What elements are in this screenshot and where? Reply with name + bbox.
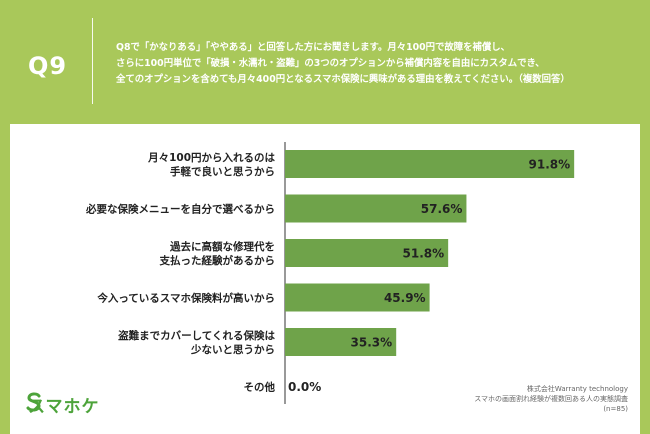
value-label: 0.0% [288,380,321,394]
category-label: 過去に高額な修理代を [169,240,275,253]
category-label: 手軽で良いと思うから [170,165,275,178]
category-label: 月々100円から入れるのは [147,152,275,164]
source-line: スマホの画面割れ経験が複数回ある人の実態調査 [474,395,628,403]
bar [285,283,430,312]
category-label: 今入っているスマホ保険料が高いから [96,292,275,305]
question-text: Q8で「かなりある」「ややある」と回答した方にお聞きします。月々100円で故障を… [116,40,636,88]
value-label: 91.8% [529,158,571,172]
category-label: その他 [244,381,276,394]
category-label: 必要な保険メニューを自分で選べるから [85,203,275,216]
source-line: (n=85) [603,405,628,413]
source-line: 株式会社Warranty technology [526,385,628,393]
source-note: 株式会社Warranty technology スマホの画面割れ経験が複数回ある… [474,384,628,414]
value-label: 51.8% [403,247,445,261]
header: Q9 Q8で「かなりある」「ややある」と回答した方にお聞きします。月々100円で… [0,0,650,120]
question-line: さらに100円単位で「破損・水濡れ・盗難」の3つのオプションから補償内容を自由に… [116,58,545,69]
question-line: 全てのオプションを含めても月々400円となるスマホ保険に興味がある理由を教えてく… [116,74,570,85]
bar [285,239,449,267]
header-divider [92,18,93,104]
logo-s-icon [26,392,41,412]
category-label: 少ないと思うから [190,343,275,356]
brand-logo: スマホケ [26,392,100,417]
value-label: 35.3% [351,336,393,350]
category-label: 盗難までカバーしてくれる保険は [118,329,275,342]
bar [285,194,467,223]
question-line: Q8で「かなりある」「ややある」と回答した方にお聞きします。月々100円で故障を… [116,42,511,53]
question-id: Q9 [28,52,68,80]
bar [285,328,397,356]
bar [285,150,575,178]
value-label: 57.6% [421,202,463,216]
category-label: 支払った経験があるから [159,254,276,267]
value-label: 45.9% [384,291,426,305]
logo-text: スマホケ [28,397,100,417]
